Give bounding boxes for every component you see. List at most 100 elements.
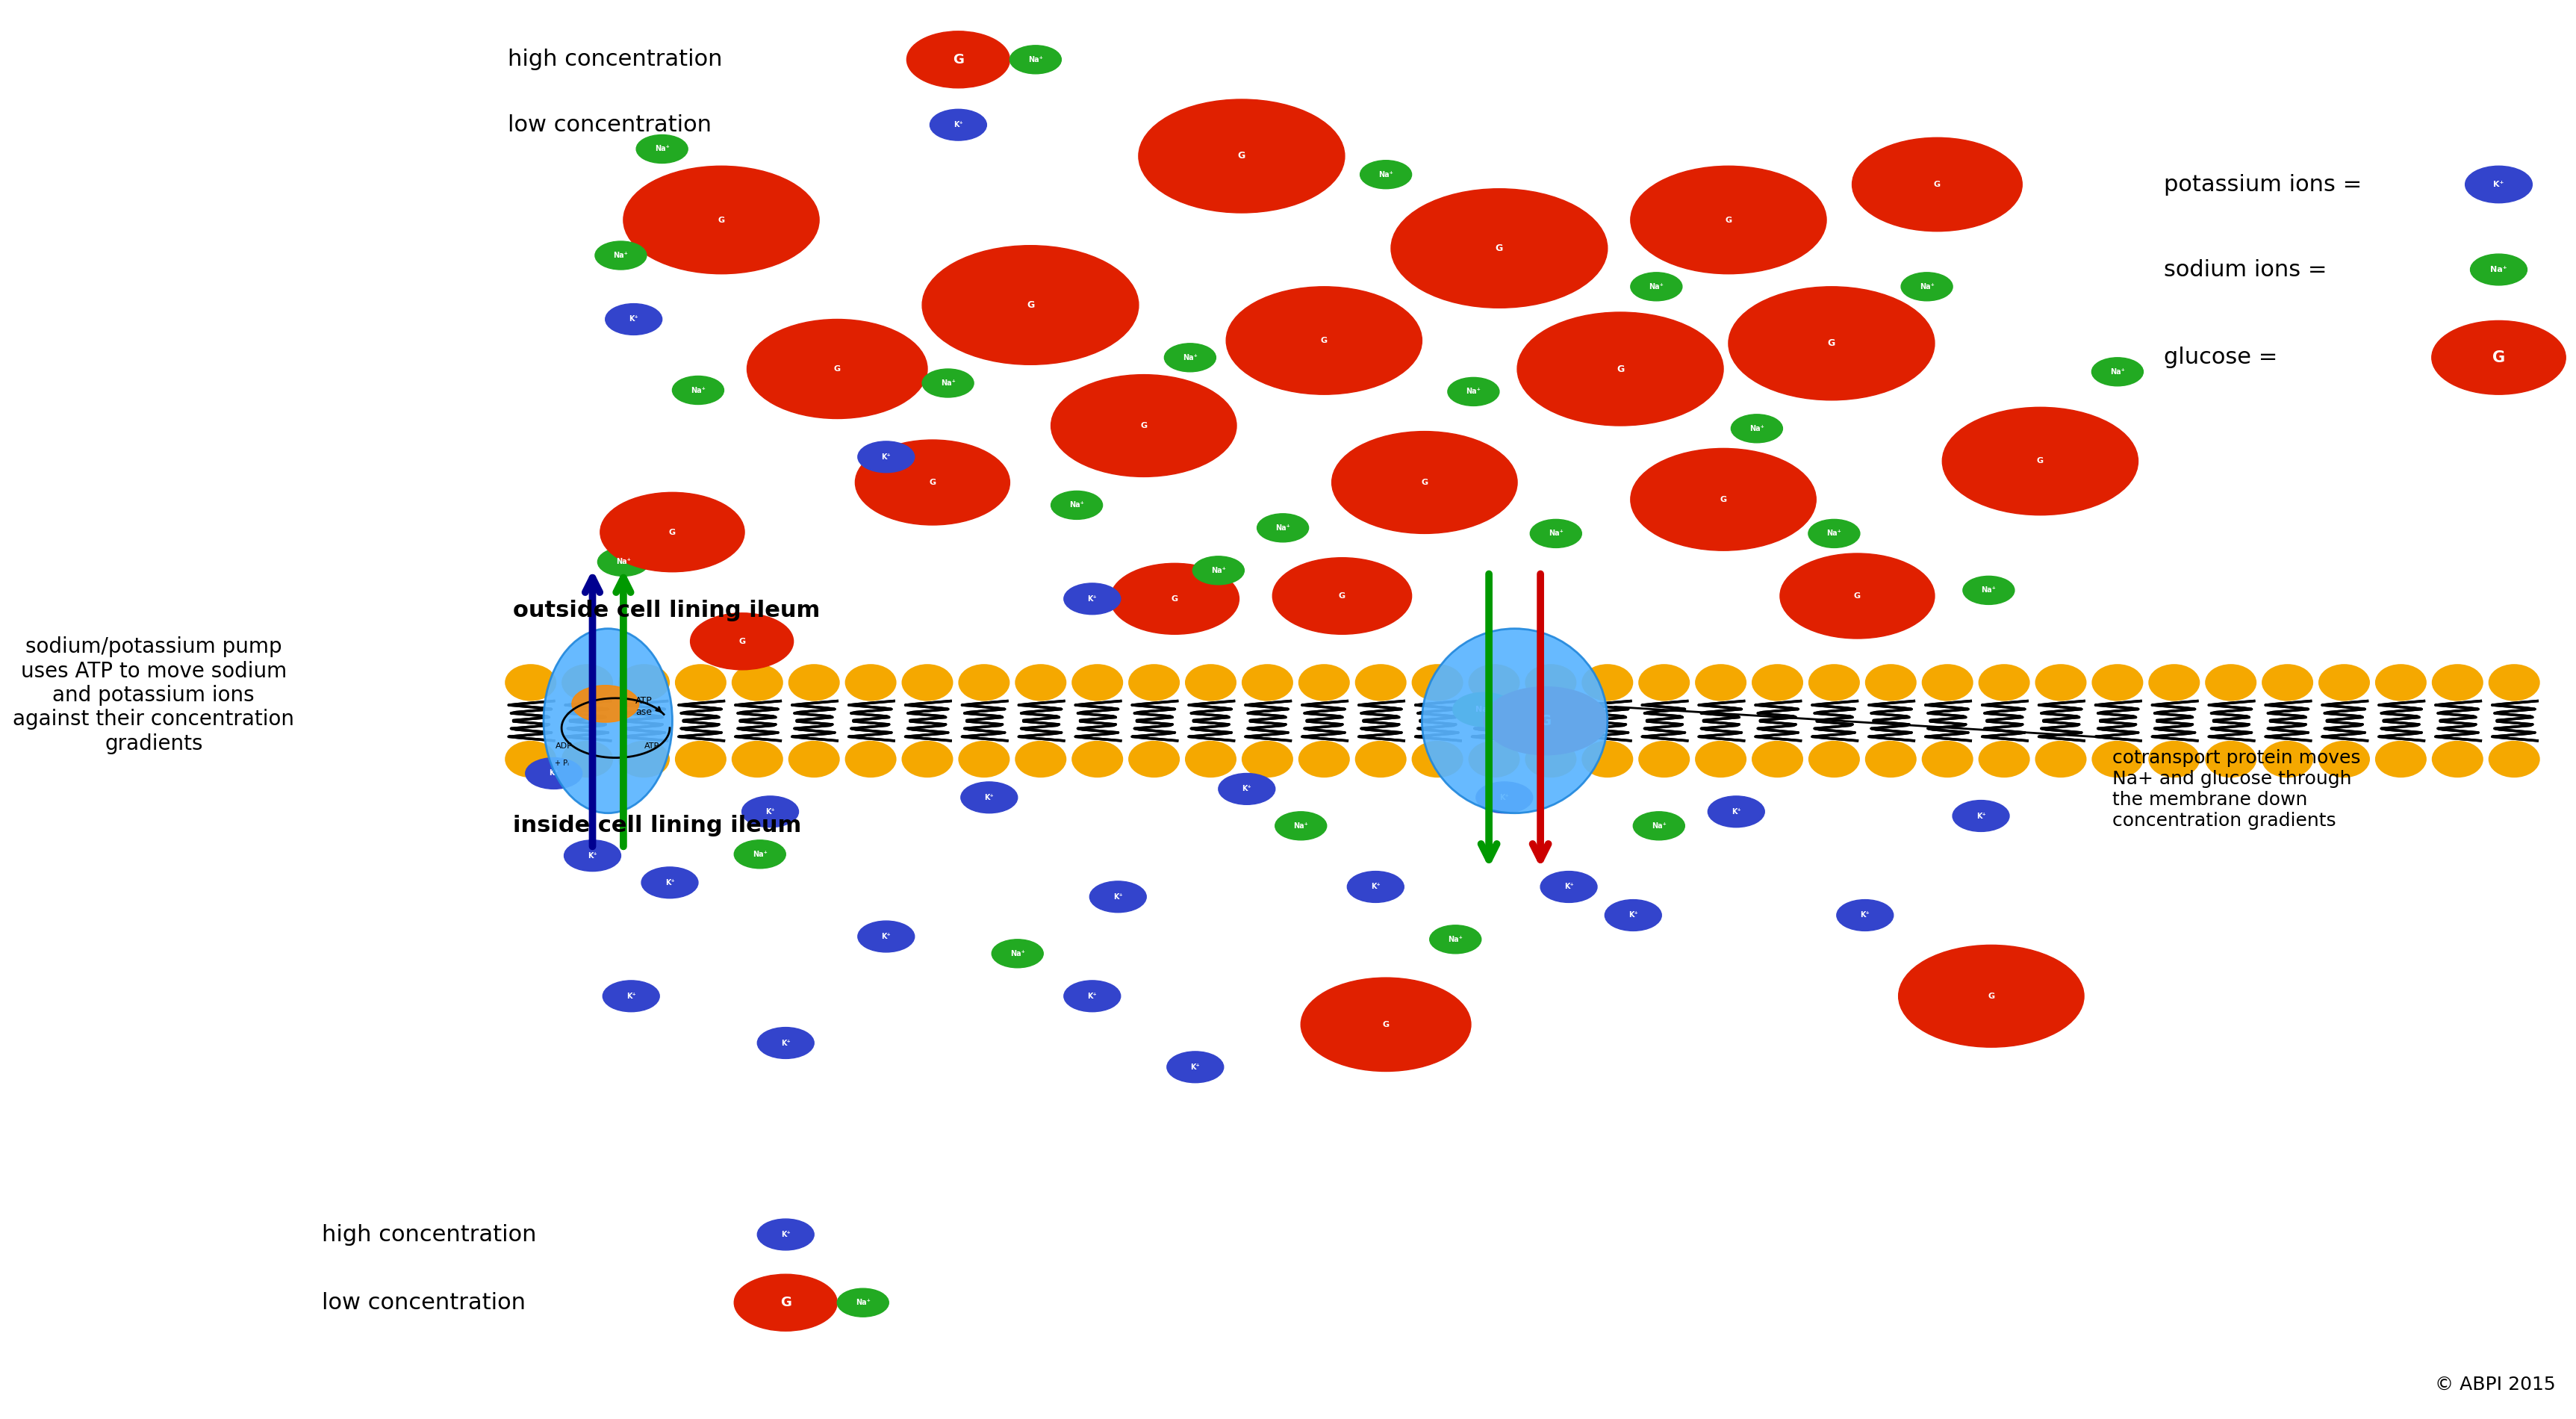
Ellipse shape — [2205, 664, 2257, 701]
Circle shape — [922, 245, 1139, 365]
Circle shape — [1899, 945, 2084, 1047]
Circle shape — [1852, 138, 2022, 231]
Text: Na⁺: Na⁺ — [1548, 529, 1564, 538]
Ellipse shape — [1128, 741, 1180, 778]
Text: K⁺: K⁺ — [587, 851, 598, 860]
Text: Na⁺: Na⁺ — [1651, 822, 1667, 830]
Text: outside cell lining ileum: outside cell lining ileum — [513, 599, 819, 622]
Ellipse shape — [2318, 741, 2370, 778]
Ellipse shape — [1468, 664, 1520, 701]
Circle shape — [526, 758, 582, 789]
Circle shape — [1257, 514, 1309, 542]
Ellipse shape — [1808, 741, 1860, 778]
Ellipse shape — [2488, 664, 2540, 701]
Circle shape — [1064, 583, 1121, 614]
Circle shape — [2432, 321, 2566, 394]
Ellipse shape — [1582, 664, 1633, 701]
Text: Na⁺: Na⁺ — [2491, 265, 2506, 274]
Text: ATP
ase: ATP ase — [636, 697, 652, 717]
Circle shape — [1218, 773, 1275, 805]
Circle shape — [1517, 312, 1723, 426]
Text: K⁺: K⁺ — [626, 992, 636, 1000]
Circle shape — [747, 319, 927, 419]
Circle shape — [1139, 99, 1345, 213]
Text: K⁺: K⁺ — [1731, 807, 1741, 816]
Circle shape — [1226, 287, 1422, 394]
Ellipse shape — [1638, 741, 1690, 778]
Ellipse shape — [1978, 741, 2030, 778]
Ellipse shape — [1752, 664, 1803, 701]
Circle shape — [858, 441, 914, 473]
Circle shape — [1347, 871, 1404, 902]
Circle shape — [605, 304, 662, 335]
Ellipse shape — [845, 741, 896, 778]
Ellipse shape — [1695, 741, 1747, 778]
Circle shape — [1484, 687, 1607, 755]
Circle shape — [1090, 881, 1146, 912]
Circle shape — [1963, 576, 2014, 604]
Text: G: G — [2494, 350, 2504, 365]
Circle shape — [603, 981, 659, 1012]
Circle shape — [1010, 45, 1061, 74]
Circle shape — [757, 1219, 814, 1250]
Ellipse shape — [902, 664, 953, 701]
Circle shape — [1708, 796, 1765, 827]
Circle shape — [922, 369, 974, 397]
Ellipse shape — [562, 664, 613, 701]
Text: G: G — [1028, 301, 1033, 309]
Circle shape — [1273, 558, 1412, 634]
Text: G: G — [1540, 714, 1551, 728]
Circle shape — [1332, 431, 1517, 534]
Text: ATP: ATP — [644, 742, 659, 751]
Text: K⁺: K⁺ — [1113, 893, 1123, 901]
Circle shape — [1453, 692, 1515, 727]
Text: potassium ions =: potassium ions = — [2164, 173, 2362, 196]
Text: G: G — [2038, 457, 2043, 465]
Circle shape — [1540, 871, 1597, 902]
Circle shape — [1530, 519, 1582, 548]
Text: K⁺: K⁺ — [1370, 883, 1381, 891]
Text: Na⁺: Na⁺ — [1378, 170, 1394, 179]
Text: Na⁺: Na⁺ — [1981, 586, 1996, 595]
Text: G: G — [1239, 152, 1244, 160]
Text: inside cell lining ileum: inside cell lining ileum — [513, 815, 801, 837]
Ellipse shape — [1072, 741, 1123, 778]
Circle shape — [1633, 812, 1685, 840]
Text: low concentration: low concentration — [507, 114, 711, 136]
Text: K⁺: K⁺ — [1499, 793, 1510, 802]
Circle shape — [1051, 375, 1236, 477]
Text: K⁺: K⁺ — [549, 769, 559, 778]
Ellipse shape — [1582, 741, 1633, 778]
Circle shape — [623, 166, 819, 274]
Circle shape — [1051, 491, 1103, 519]
Circle shape — [1605, 900, 1662, 931]
Ellipse shape — [1015, 741, 1066, 778]
Text: Na⁺: Na⁺ — [1069, 501, 1084, 509]
Circle shape — [690, 613, 793, 670]
Text: Na⁺: Na⁺ — [940, 379, 956, 387]
Text: G: G — [1422, 478, 1427, 487]
Ellipse shape — [1865, 741, 1917, 778]
Text: K⁺: K⁺ — [1242, 785, 1252, 793]
Circle shape — [595, 241, 647, 270]
Circle shape — [734, 840, 786, 868]
Ellipse shape — [1015, 664, 1066, 701]
Text: G: G — [781, 1296, 791, 1310]
Ellipse shape — [1865, 664, 1917, 701]
Text: K⁺: K⁺ — [1087, 595, 1097, 603]
Ellipse shape — [902, 741, 953, 778]
Circle shape — [1953, 800, 2009, 832]
Circle shape — [1275, 812, 1327, 840]
Circle shape — [1164, 343, 1216, 372]
Text: Na⁺: Na⁺ — [2110, 368, 2125, 376]
Circle shape — [598, 548, 649, 576]
Text: Na⁺: Na⁺ — [1028, 55, 1043, 64]
Circle shape — [2465, 166, 2532, 203]
Text: G: G — [719, 216, 724, 224]
Ellipse shape — [845, 664, 896, 701]
Text: K⁺: K⁺ — [1860, 911, 1870, 920]
Text: Na⁺: Na⁺ — [1749, 424, 1765, 433]
Ellipse shape — [1355, 664, 1406, 701]
Circle shape — [1942, 407, 2138, 515]
Circle shape — [1360, 160, 1412, 189]
